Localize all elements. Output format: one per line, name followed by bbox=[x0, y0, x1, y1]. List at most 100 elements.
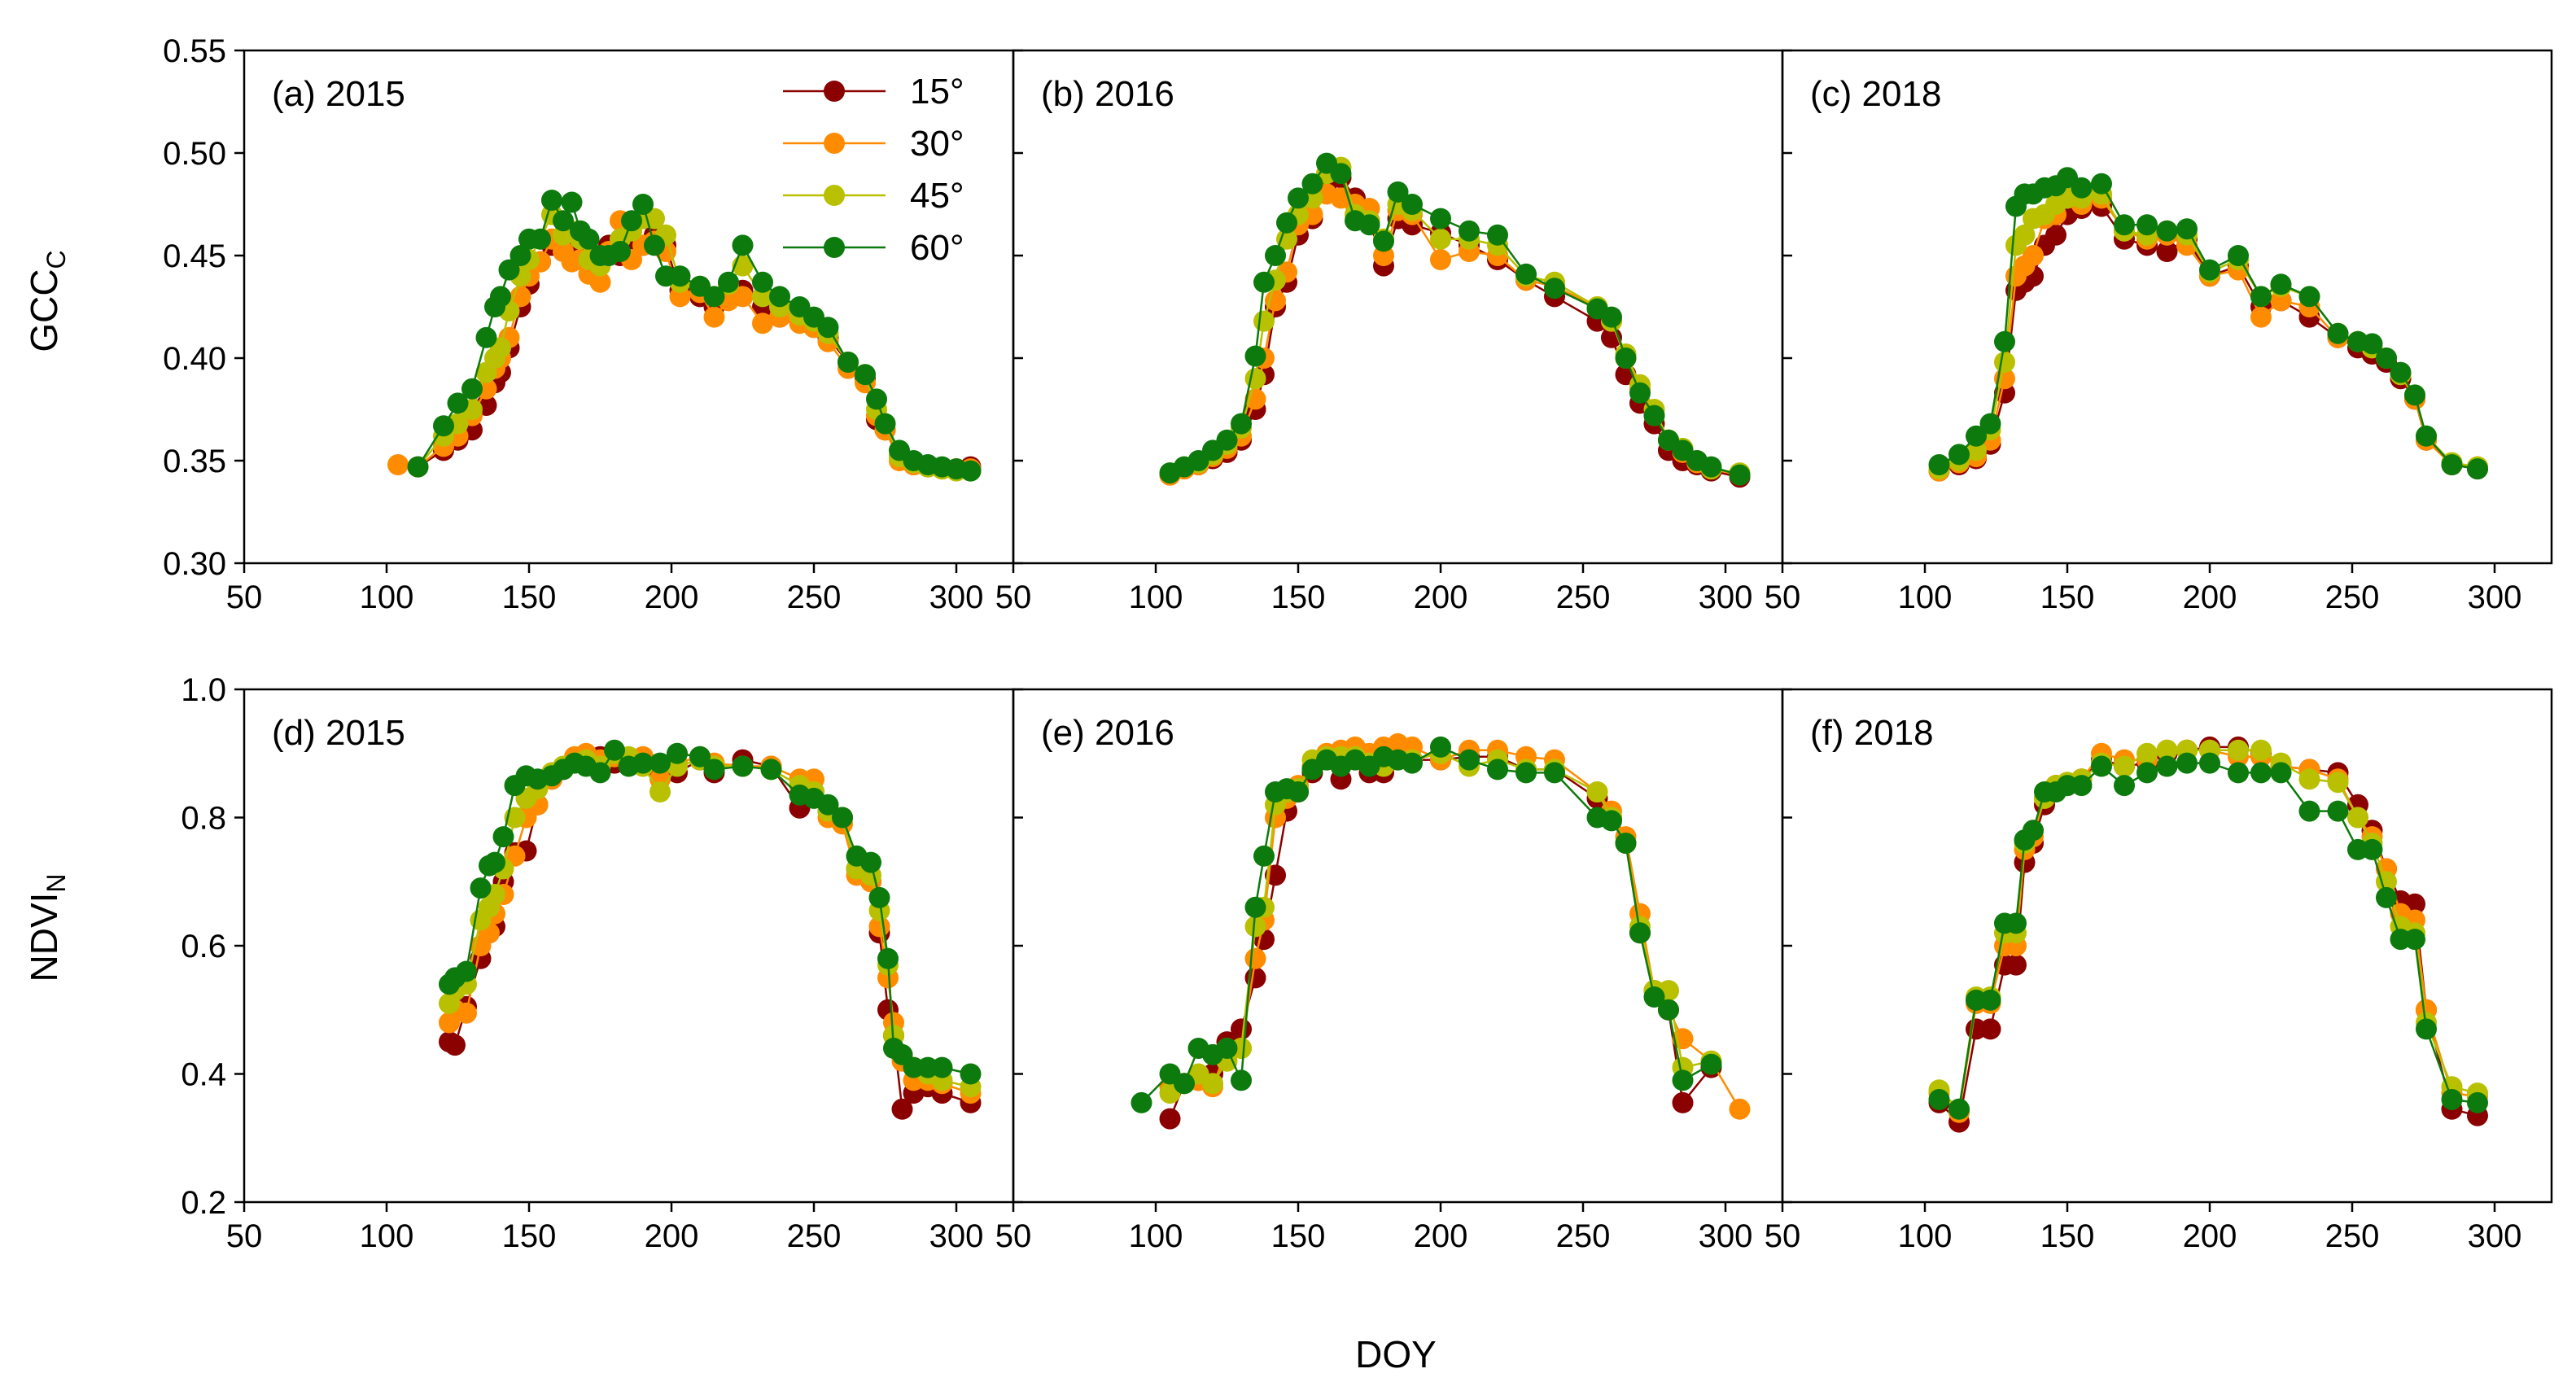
data-point bbox=[644, 234, 665, 256]
data-point bbox=[541, 190, 562, 211]
data-point bbox=[868, 886, 890, 908]
data-point bbox=[1729, 464, 1751, 486]
data-point bbox=[667, 742, 688, 764]
x-tick-label: 300 bbox=[1699, 579, 1753, 615]
data-point bbox=[475, 326, 497, 348]
panel-label: (b) 2016 bbox=[1041, 74, 1174, 114]
series-line bbox=[1938, 176, 2478, 470]
legend-item: 15° bbox=[783, 72, 964, 112]
data-point bbox=[2156, 739, 2178, 761]
data-point bbox=[2136, 762, 2158, 784]
data-point bbox=[1253, 271, 1275, 293]
x-tick-label: 200 bbox=[2183, 1218, 2237, 1254]
y-tick-label: 0.50 bbox=[163, 136, 226, 172]
series-60° bbox=[1928, 167, 2488, 480]
panel-e: 50 100 150 200 250 300 (e) 2016 bbox=[995, 688, 1784, 1254]
x-tick-label: 250 bbox=[1556, 579, 1611, 615]
data-point bbox=[2156, 241, 2178, 262]
x-tick-label: 100 bbox=[1898, 1218, 1953, 1254]
legend-item: 30° bbox=[783, 124, 964, 164]
x-tick-label: 50 bbox=[226, 1218, 263, 1254]
x-tick-label: 150 bbox=[502, 579, 557, 615]
data-point bbox=[2467, 1091, 2488, 1113]
x-tick-label: 250 bbox=[2325, 579, 2380, 615]
data-point bbox=[447, 392, 469, 414]
data-point bbox=[1265, 290, 1286, 312]
y-tick-label: 0.6 bbox=[181, 929, 226, 964]
data-point bbox=[1672, 1091, 1694, 1113]
data-point bbox=[817, 317, 839, 339]
panel-a: 50 100 150 200 250 300 0.30 0.35 0.40 0.45 0.50 0.5… bbox=[163, 33, 1015, 615]
data-point bbox=[1216, 1038, 1238, 1059]
data-point bbox=[2327, 800, 2349, 822]
data-point bbox=[621, 210, 642, 232]
data-point bbox=[2376, 886, 2397, 908]
x-tick-label: 50 bbox=[995, 1218, 1032, 1254]
data-point bbox=[2404, 384, 2425, 406]
data-point bbox=[2361, 838, 2383, 860]
data-point bbox=[407, 456, 429, 478]
data-point bbox=[1231, 1069, 1252, 1091]
panel-c: 50 100 150 200 250 300 (c) 2018 bbox=[1765, 49, 2553, 615]
panel-label: (f) 2018 bbox=[1810, 713, 1934, 753]
data-point bbox=[2023, 245, 2044, 266]
data-point bbox=[2376, 348, 2397, 369]
data-point bbox=[769, 286, 790, 308]
data-point bbox=[589, 271, 611, 293]
series-line bbox=[1169, 755, 1712, 1120]
data-point bbox=[2045, 224, 2066, 246]
x-tick-label: 100 bbox=[1129, 579, 1183, 615]
data-point bbox=[649, 752, 671, 774]
x-tick-label: 150 bbox=[2040, 1218, 2095, 1254]
data-point bbox=[2416, 425, 2437, 447]
x-tick-label: 200 bbox=[1414, 579, 1468, 615]
data-point bbox=[703, 759, 725, 781]
data-point bbox=[1948, 444, 1970, 466]
data-point bbox=[2347, 807, 2368, 829]
data-point bbox=[2327, 322, 2349, 344]
data-point bbox=[604, 739, 625, 761]
data-point bbox=[2327, 772, 2349, 794]
series-30° bbox=[1928, 187, 2488, 482]
data-point bbox=[1276, 212, 1297, 234]
y-axis-title-ndvi: NDVIN bbox=[23, 873, 71, 982]
panel-label: (e) 2016 bbox=[1041, 713, 1174, 753]
data-point bbox=[1244, 368, 1266, 390]
data-point bbox=[1387, 181, 1409, 203]
panel-frame bbox=[1781, 49, 2553, 565]
data-point bbox=[1231, 1018, 1252, 1040]
data-point bbox=[2298, 286, 2320, 308]
data-point bbox=[610, 241, 631, 262]
data-point bbox=[1586, 781, 1608, 802]
data-point bbox=[1174, 1073, 1195, 1095]
y-axis-title-gcc: GCCC bbox=[23, 250, 71, 352]
series-60° bbox=[1928, 752, 2488, 1120]
x-tick-label: 300 bbox=[1699, 1218, 1753, 1254]
data-point bbox=[649, 781, 671, 802]
panel-f: 50 100 150 200 250 300 (f) 2018 bbox=[1765, 688, 2553, 1254]
data-point bbox=[484, 851, 505, 873]
x-tick-label: 300 bbox=[2468, 1218, 2522, 1254]
data-point bbox=[860, 851, 881, 873]
data-point bbox=[874, 413, 896, 435]
x-tick-label: 200 bbox=[1414, 1218, 1468, 1254]
data-point bbox=[2176, 752, 2198, 774]
data-point bbox=[490, 286, 511, 308]
x-tick-label: 250 bbox=[787, 579, 842, 615]
data-point bbox=[1729, 1098, 1751, 1120]
series-60° bbox=[1131, 736, 1722, 1113]
data-point bbox=[931, 1056, 953, 1078]
data-point bbox=[1629, 382, 1651, 404]
data-point bbox=[1672, 1069, 1694, 1091]
data-point bbox=[718, 271, 739, 293]
x-tick-label: 100 bbox=[360, 1218, 414, 1254]
x-tick-label: 50 bbox=[226, 579, 263, 615]
x-tick-label: 50 bbox=[995, 579, 1032, 615]
legend-label: 45° bbox=[910, 176, 964, 216]
data-point bbox=[2114, 755, 2135, 777]
data-point bbox=[1615, 348, 1637, 369]
panel-d: 50 100 150 200 250 300 0.2 0.4 0.6 0.8 1.0 (d) 2015 bbox=[181, 672, 1015, 1254]
x-tick-label: 300 bbox=[929, 1218, 984, 1254]
data-point bbox=[2298, 768, 2320, 790]
panel-frame bbox=[1012, 49, 1784, 565]
